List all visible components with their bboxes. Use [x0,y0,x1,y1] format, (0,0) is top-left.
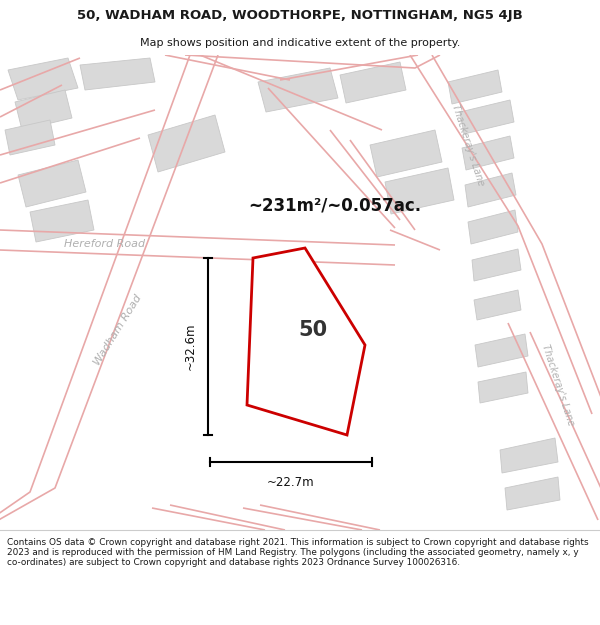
Polygon shape [18,160,86,207]
Polygon shape [475,334,528,367]
Polygon shape [340,62,406,103]
Polygon shape [30,200,94,242]
Text: Hereford Road: Hereford Road [64,239,146,249]
Polygon shape [15,90,72,130]
Polygon shape [258,68,338,112]
Text: Contains OS data © Crown copyright and database right 2021. This information is : Contains OS data © Crown copyright and d… [7,538,589,568]
Polygon shape [474,290,521,320]
Text: Thackeray's Lane: Thackeray's Lane [450,103,486,187]
Text: Thackeray's Lane: Thackeray's Lane [540,343,576,427]
Polygon shape [370,130,442,177]
Polygon shape [460,100,514,134]
Text: ~32.6m: ~32.6m [184,322,197,370]
Text: ~231m²/~0.057ac.: ~231m²/~0.057ac. [248,196,422,214]
Polygon shape [8,58,78,100]
Polygon shape [448,70,502,104]
Polygon shape [5,120,55,155]
Polygon shape [247,248,365,435]
Text: 50: 50 [298,320,328,340]
Polygon shape [385,168,454,214]
Text: Wadham Road: Wadham Road [92,293,144,367]
Polygon shape [462,136,514,170]
Polygon shape [80,58,155,90]
Polygon shape [465,173,516,207]
Text: ~22.7m: ~22.7m [267,476,315,489]
Polygon shape [472,249,521,281]
Polygon shape [500,438,558,473]
Polygon shape [468,210,518,244]
Text: Map shows position and indicative extent of the property.: Map shows position and indicative extent… [140,38,460,48]
Polygon shape [148,115,225,172]
Polygon shape [505,477,560,510]
Text: 50, WADHAM ROAD, WOODTHORPE, NOTTINGHAM, NG5 4JB: 50, WADHAM ROAD, WOODTHORPE, NOTTINGHAM,… [77,9,523,22]
Polygon shape [478,372,528,403]
